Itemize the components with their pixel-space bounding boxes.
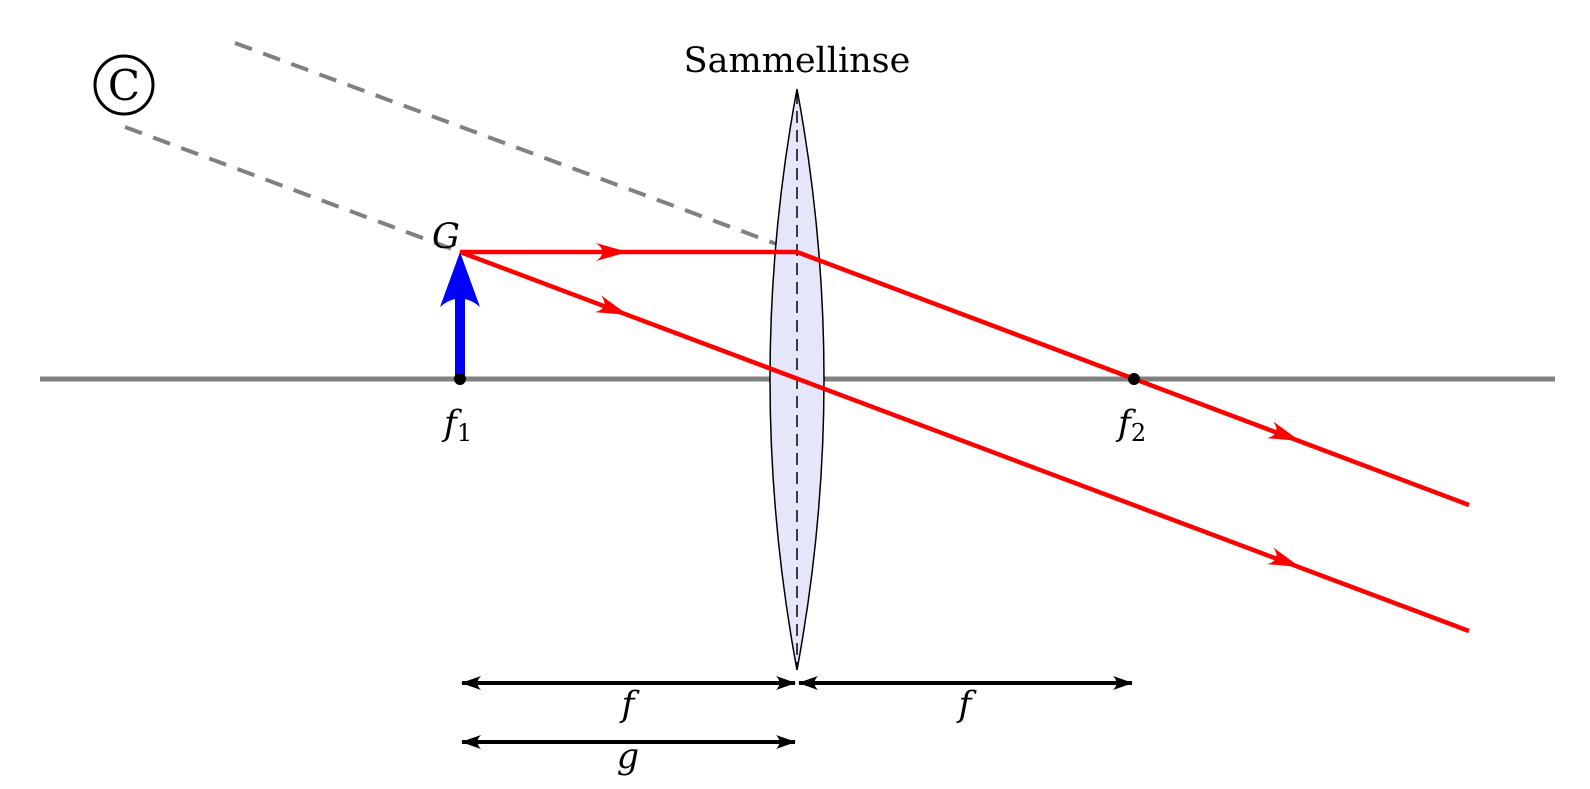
dimension-g-label: g: [617, 737, 639, 777]
construction-line-upper: [234, 41, 799, 254]
lens-label: Sammellinse: [684, 41, 911, 81]
ray-arrowhead-2: [594, 295, 628, 315]
ray-parallel: [460, 249, 1470, 508]
construction-line-lower: [124, 125, 461, 254]
object-label: G: [432, 217, 460, 257]
focal-point-2: [1128, 373, 1140, 385]
ray-arrowhead-3: [1266, 421, 1300, 441]
ray-central: [459, 249, 1470, 634]
ray-arrowhead-4: [1266, 547, 1300, 567]
dimension-f-left-label: f: [619, 685, 641, 725]
focal-label-1: f1: [441, 404, 472, 447]
label-c: C: [108, 61, 140, 110]
circled-c-symbol: C: [93, 54, 155, 116]
dimension-f-right-label: f: [956, 685, 978, 725]
focal-label-1-sub: 1: [457, 419, 472, 447]
ray-arrowhead-1: [596, 243, 628, 261]
focal-point-1: [454, 373, 466, 385]
circle-outline: [93, 54, 155, 116]
focal-label-2-sub: 2: [1131, 419, 1146, 447]
object-arrow-head: [440, 252, 480, 307]
focal-label-2: f2: [1115, 404, 1146, 447]
